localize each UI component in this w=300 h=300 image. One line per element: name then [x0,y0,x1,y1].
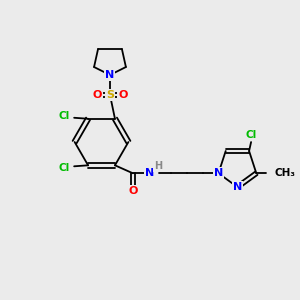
Text: Cl: Cl [58,163,70,173]
Text: H: H [154,161,162,171]
Text: N: N [145,168,154,178]
Text: N: N [214,168,223,178]
Text: O: O [118,90,128,100]
Text: Cl: Cl [245,130,257,140]
Text: N: N [105,70,115,80]
Text: O: O [92,90,102,100]
Text: Cl: Cl [58,111,70,121]
Text: CH₃: CH₃ [274,168,295,178]
Text: O: O [128,186,138,196]
Text: S: S [106,90,114,100]
Text: N: N [233,182,242,192]
